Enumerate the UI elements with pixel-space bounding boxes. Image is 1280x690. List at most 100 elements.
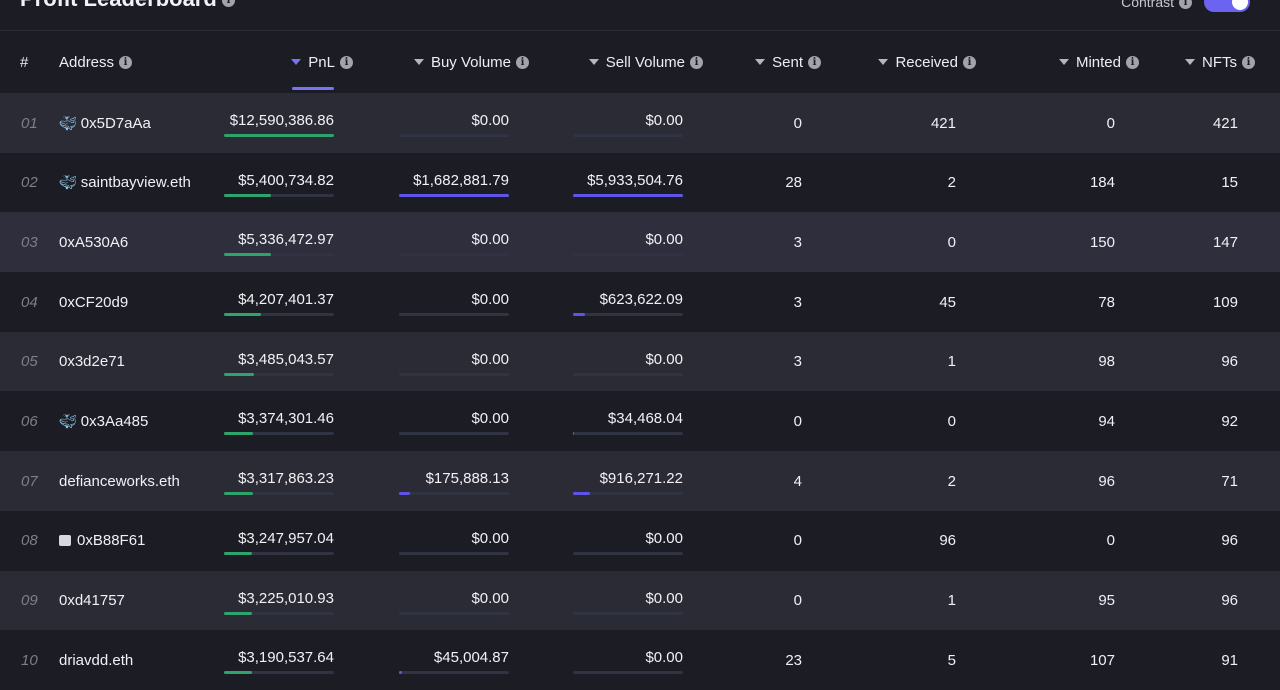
nfts-cell: 109 — [1212, 293, 1238, 311]
address-link[interactable]: 0xB88F61 — [77, 532, 146, 550]
column-header-sell-volume[interactable]: Sell Volume i — [560, 31, 703, 93]
column-label: Buy Volume — [430, 53, 511, 71]
nfts-cell: 96 — [1221, 532, 1238, 550]
table-row[interactable]: 04 0xCF20d9 $4,207,401.37 $0.00 $623,622… — [0, 272, 1280, 332]
info-icon[interactable]: i — [119, 55, 133, 69]
address-link[interactable]: 0x5D7aAa — [80, 114, 151, 132]
rank-cell: 09 — [21, 592, 38, 609]
sent-cell: 28 — [785, 174, 802, 192]
minted-cell: 96 — [1098, 472, 1115, 490]
address-cell[interactable]: 0xCF20d9 — [59, 272, 128, 332]
sell-cell: $5,933,504.76 — [573, 153, 683, 213]
address-link[interactable]: 0x3Aa485 — [80, 412, 149, 430]
table-row[interactable]: 10 driavdd.eth $3,190,537.64 $45,004.87 … — [0, 630, 1280, 690]
buy-value: $0.00 — [471, 529, 509, 547]
info-icon[interactable]: i — [1126, 55, 1139, 69]
pnl-bar-fill — [224, 671, 252, 675]
column-header-minted[interactable]: Minted i — [1030, 31, 1139, 93]
pnl-cell: $3,485,043.57 — [224, 332, 334, 392]
address-link[interactable]: saintbayview.eth — [80, 174, 191, 192]
buy-cell: $0.00 — [399, 272, 509, 332]
buy-cell: $0.00 — [399, 332, 509, 392]
buy-value: $0.00 — [471, 350, 509, 368]
sell-value: $5,933,504.76 — [587, 171, 683, 189]
table-row[interactable]: 05 0x3d2e71 $3,485,043.57 $0.00 $0.00 — [0, 331, 1280, 392]
column-label: PnL — [308, 53, 335, 71]
pnl-value: $3,485,043.57 — [238, 350, 334, 368]
received-cell: 2 — [947, 174, 956, 192]
buy-bar-fill — [399, 193, 509, 197]
address-link[interactable]: 0x3d2e71 — [59, 353, 125, 371]
column-header-sent[interactable]: Sent i — [720, 31, 821, 93]
pnl-cell: $3,374,301.46 — [224, 391, 334, 451]
pnl-bar-fill — [224, 193, 272, 197]
sell-value: $916,271.22 — [599, 470, 683, 488]
sell-bar-track — [573, 193, 683, 197]
pnl-bar-fill — [224, 432, 254, 436]
address-cell[interactable]: driavdd.eth — [59, 630, 133, 690]
buy-cell: $1,682,881.79 — [399, 153, 509, 213]
address-cell[interactable]: 0xA530A6 — [59, 212, 128, 272]
column-label: Minted — [1075, 53, 1121, 71]
buy-value: $0.00 — [471, 410, 509, 428]
rank-cell: 06 — [21, 412, 38, 430]
column-header-received[interactable]: Received i — [850, 31, 976, 93]
info-icon[interactable]: i — [1179, 0, 1192, 9]
address-link[interactable]: defianceworks.eth — [59, 472, 180, 490]
address-cell[interactable]: 0x3d2e71 — [59, 332, 125, 392]
sort-indicator — [292, 87, 334, 90]
info-icon[interactable]: i — [690, 55, 703, 69]
whale-icon: 🐳︎ — [59, 412, 77, 429]
buy-bar-track — [399, 492, 509, 496]
nfts-cell: 421 — [1212, 114, 1238, 132]
address-link[interactable]: 0xd41757 — [59, 592, 125, 609]
column-header-nfts[interactable]: NFTs i — [1160, 31, 1255, 93]
sell-bar-track — [573, 134, 683, 137]
address-cell[interactable]: 0xd41757 — [59, 571, 125, 631]
whale-icon: 🐳︎ — [59, 174, 77, 191]
address-cell[interactable]: 🐳︎ 0x5D7aAa — [59, 93, 151, 153]
address-link[interactable]: driavdd.eth — [59, 651, 134, 669]
sort-caret-icon — [1185, 59, 1195, 65]
table-row[interactable]: 01 🐳︎ 0x5D7aAa $12,590,386.86 $0.00 $0.00 — [0, 93, 1280, 153]
info-icon[interactable]: i — [222, 0, 235, 7]
info-icon[interactable]: i — [963, 55, 976, 69]
leaderboard-table: 01 🐳︎ 0x5D7aAa $12,590,386.86 $0.00 $0.00 — [0, 93, 1280, 690]
address-link[interactable]: 0xCF20d9 — [59, 293, 129, 311]
table-row[interactable]: 06 🐳︎ 0x3Aa485 $3,374,301.46 $0.00 $34,46… — [0, 391, 1280, 452]
column-header-address: Address i — [59, 31, 133, 93]
pnl-cell: $5,336,472.97 — [224, 212, 334, 272]
info-icon[interactable]: i — [340, 55, 353, 69]
info-icon[interactable]: i — [808, 55, 821, 69]
sell-value: $0.00 — [645, 529, 683, 547]
address-cell[interactable]: 🐳︎ 0x3Aa485 — [59, 391, 148, 451]
address-cell[interactable]: 0xB88F61 — [59, 511, 145, 571]
sell-bar-track — [573, 372, 683, 376]
table-row[interactable]: 02 🐳︎ saintbayview.eth $5,400,734.82 $1,6… — [0, 152, 1280, 213]
nfts-cell: 96 — [1221, 353, 1238, 371]
table-row[interactable]: 03 0xA530A6 $5,336,472.97 $0.00 $0.00 — [0, 212, 1280, 273]
info-icon[interactable]: i — [516, 55, 529, 69]
info-icon[interactable]: i — [1242, 55, 1255, 69]
pnl-value: $5,400,734.82 — [238, 171, 334, 189]
table-row[interactable]: 08 0xB88F61 $3,247,957.04 $0.00 $0.00 — [0, 510, 1280, 571]
pnl-bar-fill — [224, 492, 253, 496]
buy-cell: $0.00 — [399, 571, 509, 631]
rank-cell: 01 — [21, 114, 38, 132]
address-cell[interactable]: 🐳︎ saintbayview.eth — [59, 153, 191, 213]
buy-bar-fill — [399, 671, 402, 675]
column-header-buy-volume[interactable]: Buy Volume i — [380, 31, 529, 93]
address-cell[interactable]: defianceworks.eth — [59, 451, 180, 511]
nfts-cell: 91 — [1221, 651, 1238, 669]
column-label: # — [20, 53, 29, 71]
address-link[interactable]: 0xA530A6 — [59, 233, 129, 251]
table-row[interactable]: 07 defianceworks.eth $3,317,863.23 $175,… — [0, 451, 1280, 511]
table-row[interactable]: 09 0xd41757 $3,225,010.93 $0.00 $0.00 — [0, 570, 1280, 631]
sell-bar-fill — [573, 313, 585, 317]
column-header-pnl[interactable]: PnL i — [240, 31, 353, 93]
sell-bar-fill — [573, 492, 590, 496]
contrast-toggle[interactable] — [1204, 0, 1250, 12]
pnl-value: $5,336,472.97 — [238, 231, 334, 249]
minted-cell: 98 — [1098, 353, 1115, 371]
sell-cell: $0.00 — [573, 212, 683, 272]
